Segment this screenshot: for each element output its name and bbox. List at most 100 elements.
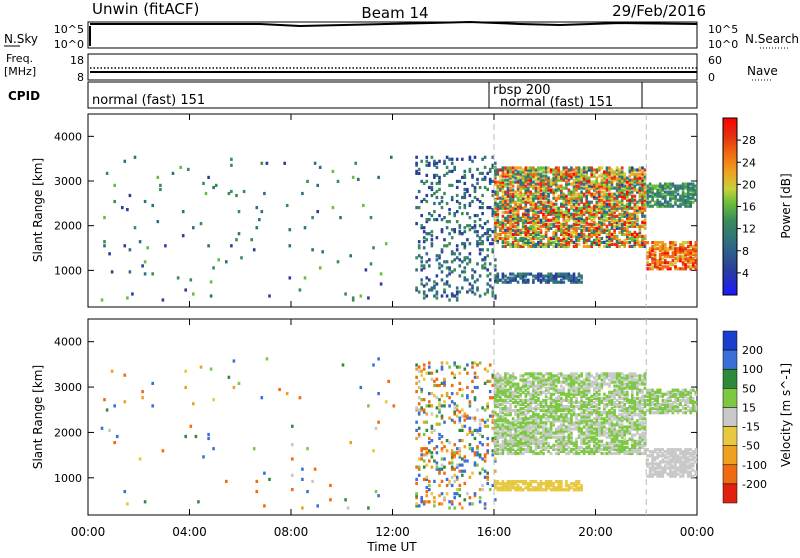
data-cell: [583, 409, 586, 412]
data-cell: [426, 260, 429, 263]
data-cell: [466, 262, 469, 265]
data-cell: [532, 193, 535, 196]
data-cell: [616, 215, 619, 218]
data-cell: [474, 437, 477, 440]
data-cell: [420, 447, 423, 450]
data-cell: [598, 393, 601, 396]
data-cell: [545, 243, 548, 246]
data-cell: [555, 427, 558, 430]
data-cell: [535, 195, 538, 198]
data-cell: [603, 403, 606, 406]
data-cell: [540, 273, 543, 276]
data-cell: [311, 480, 314, 483]
data-cell: [464, 188, 467, 191]
data-cell: [667, 247, 670, 250]
data-cell: [474, 461, 477, 464]
data-cell: [489, 363, 492, 366]
data-cell: [380, 282, 383, 285]
data-cell: [583, 432, 586, 435]
data-cell: [456, 158, 459, 161]
data-cell: [644, 425, 647, 428]
data-cell: [441, 200, 444, 203]
data-cell: [116, 435, 119, 438]
freq-tick-bottom: 8: [77, 71, 84, 84]
data-cell: [263, 472, 266, 475]
data-cell: [585, 372, 588, 375]
data-cell: [580, 391, 583, 394]
data-cell: [552, 275, 555, 278]
data-cell: [415, 368, 418, 371]
data-cell: [527, 403, 530, 406]
data-cell: [479, 248, 482, 251]
data-cell: [426, 232, 429, 235]
data-cell: [623, 391, 626, 394]
data-cell: [535, 227, 538, 230]
data-cell: [461, 439, 464, 442]
data-cell: [456, 180, 459, 183]
data-cell: [535, 183, 538, 186]
data-cell: [502, 281, 505, 284]
data-cell: [525, 197, 528, 200]
data-cell: [499, 444, 502, 447]
data-cell: [291, 425, 294, 428]
data-cell: [590, 395, 593, 398]
data-cell: [649, 263, 652, 266]
data-cell: [499, 486, 502, 489]
data-cell: [603, 397, 606, 400]
data-cell: [453, 480, 456, 483]
data-cell: [486, 282, 489, 285]
data-cell: [517, 197, 520, 200]
data-cell: [626, 374, 629, 377]
data-cell: [519, 421, 522, 424]
data-cell: [613, 193, 616, 196]
data-cell: [537, 205, 540, 208]
data-cell: [593, 173, 596, 176]
data-cell: [418, 402, 421, 405]
data-cell: [448, 500, 451, 503]
data-cell: [469, 400, 472, 403]
data-cell: [565, 448, 568, 451]
data-cell: [423, 284, 426, 287]
data-cell: [649, 247, 652, 250]
data-cell: [471, 361, 474, 364]
data-cell: [519, 387, 522, 390]
data-cell: [542, 391, 545, 394]
data-cell: [659, 267, 662, 270]
data-cell: [497, 213, 500, 216]
data-cell: [585, 187, 588, 190]
data-cell: [446, 478, 449, 481]
data-cell: [451, 158, 454, 161]
data-cell: [459, 417, 462, 420]
data-cell: [535, 452, 538, 455]
data-cell: [441, 457, 444, 460]
data-cell: [418, 172, 421, 175]
data-cell: [484, 292, 487, 295]
data-cell: [507, 183, 510, 186]
data-cell: [623, 425, 626, 428]
data-cell: [608, 209, 611, 212]
data-cell: [545, 372, 548, 375]
data-cell: [621, 207, 624, 210]
data-cell: [525, 413, 528, 416]
data-cell: [448, 272, 451, 275]
data-cell: [570, 448, 573, 451]
data-cell: [438, 437, 441, 440]
data-cell: [372, 449, 375, 452]
data-cell: [662, 241, 665, 244]
data-cell: [613, 401, 616, 404]
data-cell: [565, 425, 568, 428]
data-cell: [537, 195, 540, 198]
data-cell: [486, 482, 489, 485]
data-cell: [547, 193, 550, 196]
data-cell: [585, 427, 588, 430]
data-cell: [428, 372, 431, 375]
data-cell: [443, 472, 446, 475]
data-cell: [337, 180, 340, 183]
data-cell: [456, 392, 459, 395]
data-cell: [469, 417, 472, 420]
data-cell: [464, 445, 467, 448]
data-cell: [606, 217, 609, 220]
data-cell: [631, 166, 634, 169]
data-cell: [464, 174, 467, 177]
